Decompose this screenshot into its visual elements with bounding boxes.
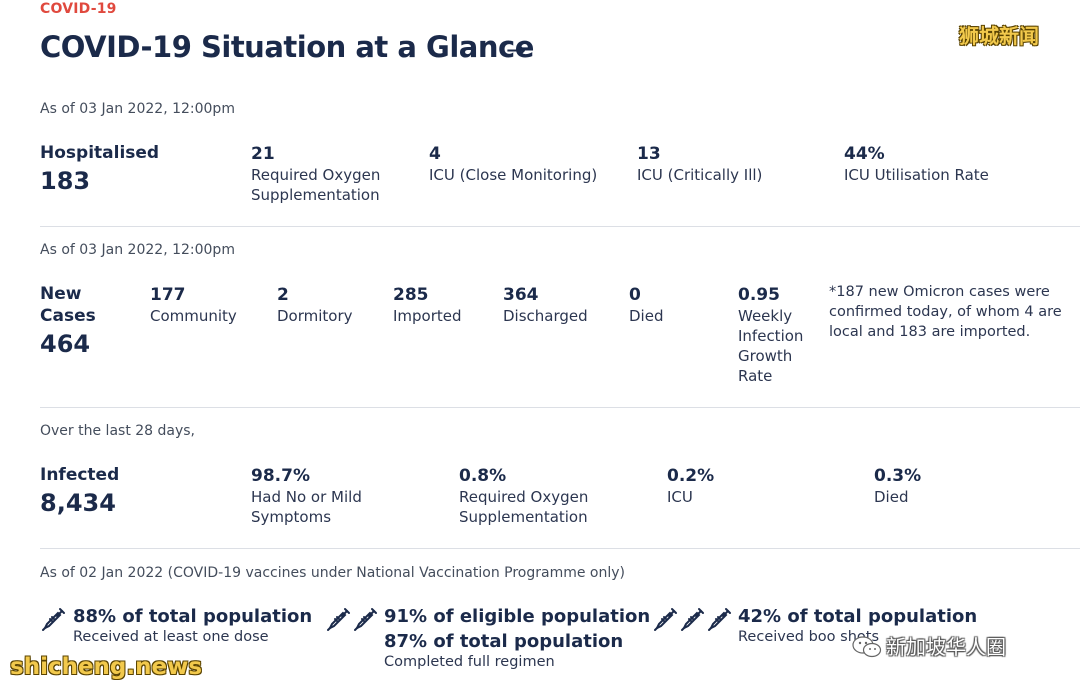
watermark-top: 狮城新闻 xyxy=(959,24,1039,48)
stat-imported-value: 285 xyxy=(393,285,429,305)
vaccination-booster-sub: Received boo shots xyxy=(738,629,879,645)
stat-died28-label: Died xyxy=(874,488,909,506)
watermark-bottom-left: shicheng.news xyxy=(10,654,203,680)
infected-value: 8,434 xyxy=(40,489,116,517)
stat-mild-value: 98.7% xyxy=(251,466,310,486)
vaccination-first-dose-sub: Received at least one dose xyxy=(73,629,269,645)
stat-oxygen28-value: 0.8% xyxy=(459,466,507,486)
syringe-icon xyxy=(352,605,380,637)
stat-oxygen-label: Required Oxygen Supplementation xyxy=(251,166,381,204)
stat-mild-label: Had No or Mild Symptoms xyxy=(251,488,362,526)
arrow-right-icon[interactable]: → xyxy=(506,36,527,64)
stat-icu-close-value: 4 xyxy=(429,144,441,164)
stat-died28-value: 0.3% xyxy=(874,466,922,486)
infected-as-of: Over the last 28 days, xyxy=(40,423,196,439)
syringe-icon xyxy=(706,605,734,637)
vaccination-full-main: 91% of eligible population xyxy=(384,606,651,627)
stat-icu-critical-value: 13 xyxy=(637,144,661,164)
page-title[interactable]: COVID-19 Situation at a Glance xyxy=(40,30,534,64)
vaccination-full-sub: Completed full regimen xyxy=(384,654,555,670)
stat-icu-critical-label: ICU (Critically Ill) xyxy=(637,166,763,184)
syringe-icon xyxy=(652,605,680,637)
new-cases-value: 464 xyxy=(40,330,91,358)
wechat-icon xyxy=(852,636,882,658)
syringe-icon xyxy=(40,605,68,637)
divider xyxy=(40,407,1080,408)
stat-died-label: Died xyxy=(629,307,664,325)
divider xyxy=(40,548,1080,549)
stat-imported-label: Imported xyxy=(393,307,462,325)
vaccination-first-dose-main: 88% of total population xyxy=(73,606,313,627)
stat-dormitory-value: 2 xyxy=(277,285,289,305)
stat-icu28-value: 0.2% xyxy=(667,466,715,486)
divider xyxy=(40,226,1080,227)
stat-growth-rate-label: Weekly Infection Growth Rate xyxy=(738,307,804,385)
section-kicker: COVID-19 xyxy=(40,1,117,17)
stat-icu28-label: ICU xyxy=(667,488,693,506)
omicron-note: *187 new Omicron cases were confirmed to… xyxy=(829,284,1062,340)
vaccination-as-of: As of 02 Jan 2022 (COVID-19 vaccines und… xyxy=(40,565,625,581)
vaccination-full-main2: 87% of total population xyxy=(384,631,624,652)
stat-icu-close-label: ICU (Close Monitoring) xyxy=(429,166,598,184)
syringe-icon xyxy=(679,605,707,637)
cases-as-of: As of 03 Jan 2022, 12:00pm xyxy=(40,242,235,258)
new-cases-label-line2: Cases xyxy=(40,306,96,326)
stat-oxygen28-label: Required Oxygen Supplementation xyxy=(459,488,589,526)
hospitalised-label: Hospitalised xyxy=(40,143,160,163)
syringe-icon xyxy=(325,605,353,637)
stat-discharged-label: Discharged xyxy=(503,307,588,325)
stat-community-label: Community xyxy=(150,307,237,325)
stat-icu-utilisation-label: ICU Utilisation Rate xyxy=(844,166,989,184)
stat-community-value: 177 xyxy=(150,285,186,305)
stat-oxygen-value: 21 xyxy=(251,144,275,164)
stat-growth-rate-value: 0.95 xyxy=(738,285,780,305)
stat-died-value: 0 xyxy=(629,285,641,305)
watermark-bottom-right: 新加坡华人圈 xyxy=(886,635,1006,659)
stat-discharged-value: 364 xyxy=(503,285,539,305)
infected-label: Infected xyxy=(40,465,120,485)
stat-dormitory-label: Dormitory xyxy=(277,307,353,325)
vaccination-booster-main: 42% of total population xyxy=(738,606,978,627)
stat-icu-utilisation-value: 44% xyxy=(844,144,885,164)
hospital-as-of: As of 03 Jan 2022, 12:00pm xyxy=(40,101,235,117)
hospitalised-value: 183 xyxy=(40,167,91,195)
new-cases-label-line1: New xyxy=(40,284,82,304)
